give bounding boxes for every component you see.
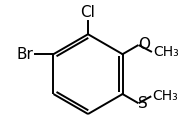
- Text: Br: Br: [17, 47, 34, 62]
- Text: Cl: Cl: [81, 5, 95, 20]
- Text: S: S: [138, 96, 148, 111]
- Text: CH₃: CH₃: [152, 89, 178, 103]
- Text: CH₃: CH₃: [153, 45, 179, 59]
- Text: O: O: [138, 37, 150, 52]
